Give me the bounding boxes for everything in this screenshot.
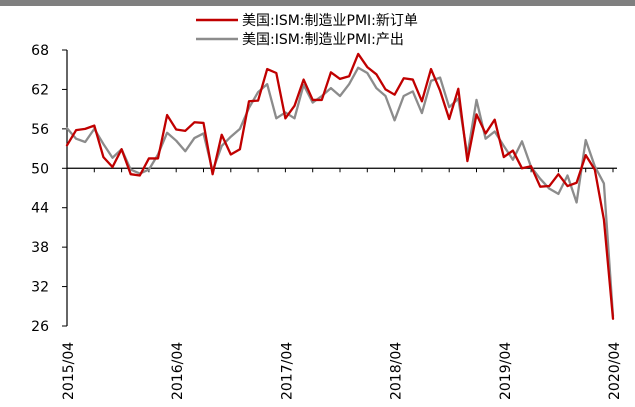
top-rule	[0, 0, 635, 6]
y-tick-label-26: 26	[31, 319, 49, 335]
series-layer	[65, 52, 615, 320]
x-tick-label: 2017/04	[279, 342, 295, 400]
x-tick-label: 2018/04	[389, 342, 405, 400]
y-tick-label-44: 44	[31, 201, 49, 217]
x-tick-label: 2016/04	[170, 342, 186, 400]
x-tick-label: 2015/04	[61, 342, 77, 400]
legend-label-production: 美国:ISM:制造业PMI:产出	[242, 32, 404, 48]
x-tick-label: 2019/04	[498, 342, 514, 400]
y-tick-label-68: 68	[31, 43, 49, 59]
y-tick-label-62: 62	[31, 82, 49, 98]
series-line-new-orders	[65, 52, 615, 320]
y-tick-label-50: 50	[31, 161, 49, 177]
legend: 美国:ISM:制造业PMI:新订单 美国:ISM:制造业PMI:产出	[196, 13, 418, 48]
series-line-production	[65, 66, 615, 318]
axes: 26 32 38 44 50 56 62 68 2015/04 2016/04 2017/04 201…	[31, 43, 623, 400]
y-tick-label-32: 32	[31, 280, 49, 296]
y-tick-label-38: 38	[31, 240, 49, 256]
legend-label-new-orders: 美国:ISM:制造业PMI:新订单	[242, 13, 418, 29]
y-tick-label-56: 56	[31, 122, 49, 138]
x-tick-label: 2020/04	[607, 342, 623, 400]
